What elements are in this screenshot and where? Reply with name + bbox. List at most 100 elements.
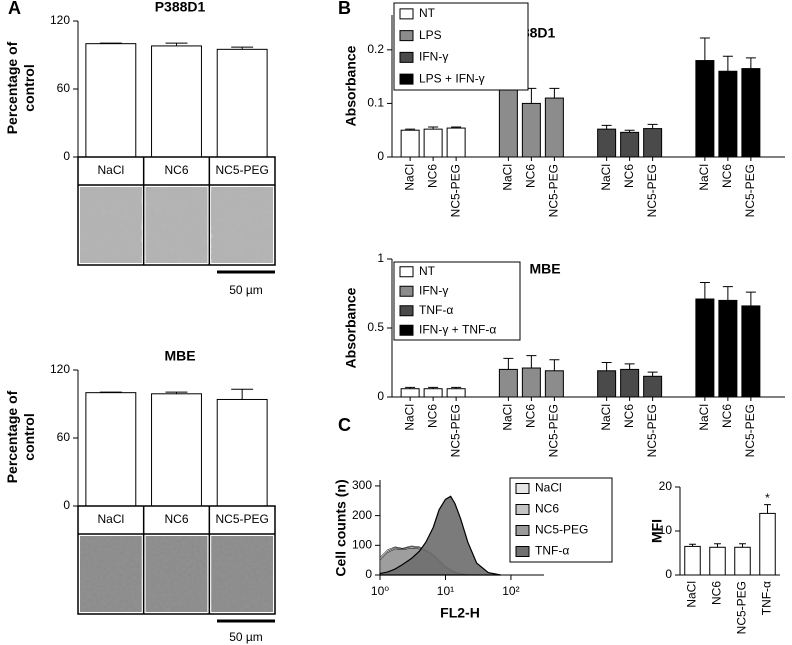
x-tick-label: NaCl — [685, 581, 699, 608]
y-axis-label: Cell counts (n) — [333, 479, 349, 576]
x-tick-label: NC6 — [164, 163, 188, 177]
micrograph-texture — [211, 536, 273, 612]
bar — [446, 388, 466, 398]
y-axis-label: Absorbance — [343, 287, 359, 368]
legend-box — [393, 261, 521, 341]
panel-label: C — [338, 415, 351, 435]
error-bar — [647, 123, 658, 129]
table-border — [77, 505, 276, 615]
x-tick-label: NC5-PEG — [743, 164, 757, 217]
x-tick-label: NaCl — [697, 164, 711, 191]
legend-label: NC6 — [535, 502, 559, 516]
legend-swatch — [515, 525, 530, 536]
bar — [620, 368, 640, 398]
x-tick-label: NC5-PEG — [448, 404, 462, 457]
error-bar — [549, 87, 560, 99]
legend-label: NT — [419, 264, 436, 278]
y-tick-label: 0.2 — [367, 42, 384, 56]
chart-title: MBE — [164, 348, 195, 364]
x-tick-label: TNF-α — [760, 581, 774, 615]
y-tick-label: 0 — [665, 567, 672, 581]
legend-label: LPS — [419, 28, 442, 42]
scale-bar-label: 50 µm — [229, 630, 263, 644]
bar — [216, 398, 268, 507]
bar — [544, 97, 564, 158]
x-tick-label: NC6 — [164, 512, 188, 526]
bar — [684, 545, 701, 576]
x-tick-label: NC6 — [425, 164, 439, 188]
bar — [151, 393, 202, 507]
error-bar — [231, 388, 254, 400]
error-bar — [699, 281, 710, 300]
y-tick-label: 10 — [659, 523, 673, 537]
bar — [151, 45, 202, 158]
legend-label: IFN-γ + TNF-α — [419, 322, 496, 336]
x-tick-label: NC5-PEG — [547, 404, 561, 457]
y-tick-label: 0 — [63, 149, 70, 163]
bar — [400, 129, 420, 158]
error-bar — [526, 87, 537, 104]
bar — [498, 86, 518, 158]
x-tick-label: NC6 — [710, 581, 724, 605]
x-tick-label: NC5-PEG — [645, 164, 659, 217]
panel-label: A — [8, 0, 21, 18]
y-axis-label: control — [21, 64, 37, 111]
legend-swatch — [399, 8, 414, 20]
legend-swatch — [515, 504, 530, 515]
bar — [718, 70, 738, 158]
legend-swatch — [399, 73, 414, 85]
legend-swatch — [515, 546, 530, 557]
bar — [620, 131, 640, 158]
bar — [423, 128, 443, 158]
x-tick-label: NaCl — [97, 512, 124, 526]
legend-swatch — [399, 51, 414, 63]
bar — [423, 388, 443, 398]
y-tick-label: 120 — [50, 362, 70, 376]
bar — [734, 546, 751, 576]
legend-label: IFN-γ — [419, 50, 448, 64]
micrograph-texture — [211, 187, 273, 263]
panel-label: B — [338, 0, 351, 18]
bar — [216, 48, 268, 158]
legend-swatch — [399, 305, 414, 317]
x-tick-label: NC6 — [720, 404, 734, 428]
bar — [521, 102, 541, 158]
y-tick-label: 0.5 — [367, 320, 384, 334]
x-tick-label: NC5-PEG — [547, 164, 561, 217]
bar — [521, 367, 541, 398]
y-axis-label: Percentage of — [4, 390, 20, 483]
y-tick-label: 1 — [377, 251, 384, 265]
x-tick-label: NC6 — [524, 404, 538, 428]
x-tick-label: NC6 — [622, 164, 636, 188]
error-bar — [503, 357, 514, 370]
y-tick-label: 100 — [352, 537, 372, 551]
error-bar — [745, 57, 756, 69]
legend-label: NT — [419, 6, 436, 20]
x-tick-label: NC5-PEG — [215, 512, 268, 526]
error-bar — [722, 55, 733, 72]
legend-swatch — [515, 483, 530, 494]
x-tick-label: NC6 — [425, 404, 439, 428]
y-tick-label: 20 — [659, 479, 673, 493]
error-bar — [601, 362, 612, 371]
bar — [643, 375, 663, 398]
bar — [759, 512, 776, 576]
legend-swatch — [399, 324, 414, 336]
error-bar — [722, 286, 733, 301]
x-tick-label: NC5-PEG — [743, 404, 757, 457]
x-tick-label: NaCl — [697, 404, 711, 431]
error-bar — [699, 37, 710, 61]
y-tick-label: 0 — [377, 389, 384, 403]
y-axis-label: Percentage of — [4, 41, 20, 134]
error-bar — [624, 363, 635, 370]
x-tick-label: NC6 — [524, 164, 538, 188]
error-bar — [764, 504, 771, 514]
y-tick-label: 0 — [377, 149, 384, 163]
bar — [695, 60, 715, 158]
bar — [446, 127, 466, 158]
error-bar — [601, 124, 612, 130]
x-axis-label: FL2-H — [440, 605, 480, 621]
x-tick-label: NaCl — [501, 404, 515, 431]
